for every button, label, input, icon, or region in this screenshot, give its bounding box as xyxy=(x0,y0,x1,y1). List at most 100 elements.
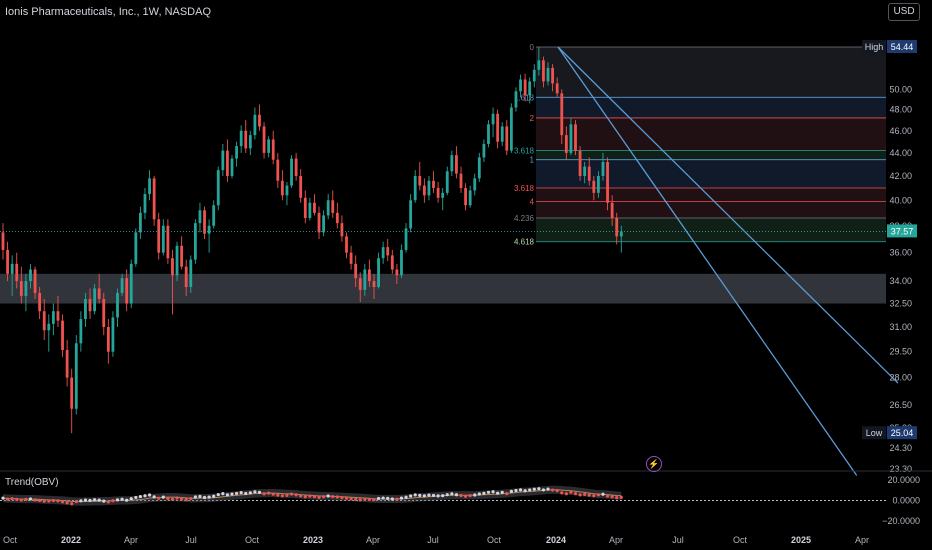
candle-body xyxy=(1,232,5,250)
obv-signal-line xyxy=(2,489,622,503)
obv-point xyxy=(491,490,495,494)
candle-body xyxy=(422,185,426,196)
time-tick-label: Jul xyxy=(672,535,684,545)
fib-band xyxy=(536,187,886,202)
candle-body xyxy=(459,173,463,188)
candle-body xyxy=(157,219,161,253)
obv-point xyxy=(523,489,527,493)
candle-body xyxy=(15,263,19,282)
obv-point xyxy=(363,497,367,501)
obv-point xyxy=(418,493,422,497)
candle-body xyxy=(97,288,101,299)
obv-point xyxy=(115,498,120,502)
candle-body xyxy=(551,67,554,84)
obv-point xyxy=(1,496,5,500)
fib-level-label: 1 xyxy=(530,156,535,165)
time-tick-label: Apr xyxy=(124,535,138,545)
time-axis[interactable]: Oct 2022 Apr Jul Oct 2023 Apr Jul Oct 2024 Apr Jul O… xyxy=(3,535,869,545)
candle-body xyxy=(377,258,380,287)
obv-point xyxy=(326,494,330,498)
candle-body xyxy=(239,130,243,147)
candle-body xyxy=(500,126,504,142)
price-tick-label: 50.00 xyxy=(889,84,912,94)
candle-body xyxy=(509,107,513,151)
candle-body xyxy=(395,269,399,276)
obv-point xyxy=(541,488,546,492)
obv-point xyxy=(19,498,23,502)
obv-point xyxy=(51,498,55,503)
candle-body xyxy=(381,247,385,259)
low-tag-value-bg xyxy=(887,426,917,440)
candle-body xyxy=(400,249,403,276)
obv-point xyxy=(445,493,449,497)
candle-body xyxy=(253,114,257,136)
candle-body xyxy=(134,232,138,264)
obv-point xyxy=(528,488,532,492)
obv-point xyxy=(587,493,591,497)
candle-body xyxy=(180,245,184,267)
candle-body xyxy=(514,91,518,108)
candle-body xyxy=(42,311,46,331)
candle-body xyxy=(51,311,55,324)
candlestick-series xyxy=(1,47,623,434)
price-tick-label: 46.00 xyxy=(889,126,912,136)
candle-body xyxy=(313,202,316,213)
obv-point xyxy=(518,488,523,492)
time-tick-label: Oct xyxy=(3,535,18,545)
fib-level-label: 1.618 xyxy=(514,93,535,102)
obv-point xyxy=(193,495,197,499)
candle-body xyxy=(523,79,527,96)
obv-point xyxy=(248,491,252,495)
fib-level-label: 2 xyxy=(530,114,535,123)
obv-point xyxy=(221,492,225,496)
obv-point xyxy=(560,491,564,495)
obv-point xyxy=(441,494,445,498)
candle-body xyxy=(491,113,495,125)
candle-body xyxy=(326,200,330,216)
obv-point xyxy=(42,499,46,503)
obv-point xyxy=(404,495,408,499)
time-tick-label: Jul xyxy=(185,535,197,545)
obv-point xyxy=(344,496,349,500)
candle-body xyxy=(207,225,211,234)
obv-point xyxy=(395,497,399,501)
obv-point xyxy=(409,494,413,498)
obv-point xyxy=(5,497,10,501)
price-tick-label: 34.00 xyxy=(889,276,912,286)
currency-button[interactable]: USD xyxy=(888,3,920,21)
fib-band xyxy=(536,201,886,218)
candle-body xyxy=(120,278,124,293)
price-tick-label: 32.50 xyxy=(889,299,912,309)
obv-point xyxy=(285,493,289,497)
trendlines[interactable] xyxy=(557,46,899,476)
obv-point xyxy=(225,493,230,497)
candle-body xyxy=(432,180,435,188)
candle-body xyxy=(29,269,32,282)
support-zone-band xyxy=(0,273,886,304)
candle-body xyxy=(280,180,284,196)
obv-point xyxy=(189,496,193,501)
candle-body xyxy=(143,194,147,213)
indicator-label[interactable]: Trend(OBV) xyxy=(5,477,59,488)
candle-body xyxy=(404,228,408,250)
candle-body xyxy=(248,135,252,149)
price-axis[interactable]: 50.0048.0046.0044.0042.0040.0038.0036.00… xyxy=(862,40,917,474)
chart-title: Ionis Pharmaceuticals, Inc., 1W, NASDAQ xyxy=(5,6,212,18)
obv-point xyxy=(280,494,284,498)
time-tick-label: Apr xyxy=(609,535,623,545)
candle-body xyxy=(230,158,234,177)
fib-band xyxy=(536,97,886,118)
time-tick-label: Apr xyxy=(855,535,869,545)
candle-body xyxy=(221,150,225,171)
candle-body xyxy=(290,158,293,186)
fib-level-label: 4.236 xyxy=(514,214,535,223)
candle-body xyxy=(244,130,248,149)
flash-icon[interactable]: ⚡ xyxy=(646,456,662,472)
candle-body xyxy=(436,187,440,198)
obv-point xyxy=(514,488,518,493)
obv-point xyxy=(509,489,513,493)
price-tick-label: 48.00 xyxy=(889,105,912,115)
candle-body xyxy=(354,263,358,279)
candle-body xyxy=(505,126,509,151)
